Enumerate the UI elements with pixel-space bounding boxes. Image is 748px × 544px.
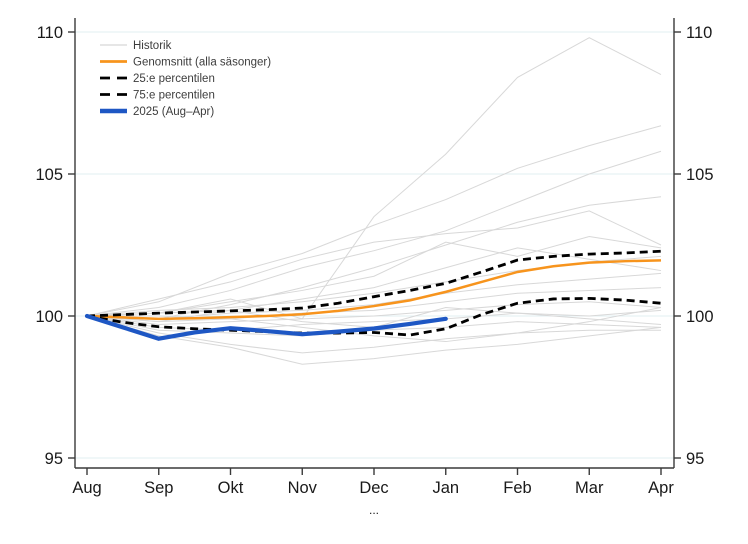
y-tick-label-right: 100: [686, 308, 714, 326]
historik-line: [87, 287, 662, 320]
y-tick-label-left: 95: [45, 450, 63, 468]
x-tick-label: Feb: [503, 479, 531, 497]
historik-line: [86, 125, 662, 317]
x-tick-label: Jan: [432, 479, 459, 497]
legend-label-p75: 75:e percentilen: [133, 90, 215, 102]
series-line-p25: [86, 296, 662, 337]
y-tick-label-left: 105: [35, 166, 63, 184]
historik-line: [86, 301, 662, 326]
x-tick-label: Mar: [575, 479, 604, 497]
legend-item-p25: 25:e percentilen: [100, 73, 215, 85]
x-tick-label: Dec: [359, 479, 388, 497]
x-tick-label: Apr: [648, 479, 674, 497]
series-line-genomsnitt: [86, 259, 662, 321]
historik-line: [86, 196, 662, 320]
legend-label-genomsnitt: Genomsnitt (alla säsonger): [133, 57, 271, 69]
series-y2025: [84, 313, 448, 341]
historik-line: [86, 150, 662, 317]
series-p25: [86, 296, 662, 337]
x-tick-label: Okt: [218, 479, 244, 497]
series-line-y2025: [84, 313, 448, 341]
legend-label-p25: 25:e percentilen: [133, 73, 215, 85]
y-tick-label-right: 105: [686, 166, 714, 184]
historik-line: [86, 37, 662, 320]
y-tick-label-right: 110: [686, 24, 712, 42]
x-tick-label: Nov: [288, 479, 318, 497]
series-line-p75: [86, 249, 662, 318]
legend-item-historik: Historik: [100, 40, 172, 52]
x-axis-note: ...: [369, 503, 379, 517]
series-genomsnitt: [86, 259, 662, 321]
x-tick-label: Sep: [144, 479, 173, 497]
axes: [68, 18, 681, 475]
y-tick-label-left: 100: [35, 308, 63, 326]
series-historik: [86, 37, 662, 365]
axis-labels: 95 95 100 100 105 105 110 110 Aug Sep Okt Nov Dec Jan…: [35, 24, 713, 517]
legend-item-genomsnitt: Genomsnitt (alla säsonger): [100, 57, 271, 69]
series-p75: [86, 249, 662, 318]
legend-item-y2025: 2025 (Aug–Apr): [100, 106, 214, 118]
x-tick-label: Aug: [72, 479, 101, 497]
y-tick-label-right: 95: [686, 450, 704, 468]
y-tick-label-left: 110: [37, 24, 63, 42]
legend: Historik Genomsnitt (alla säsonger) 25:e p…: [100, 40, 271, 118]
historik-line: [86, 315, 662, 365]
legend-label-y2025: 2025 (Aug–Apr): [133, 106, 214, 118]
historik-line: [86, 210, 662, 317]
historik-line: [86, 306, 662, 343]
legend-item-p75: 75:e percentilen: [100, 90, 215, 102]
historik-line: [86, 315, 661, 354]
legend-label-historik: Historik: [133, 40, 172, 52]
